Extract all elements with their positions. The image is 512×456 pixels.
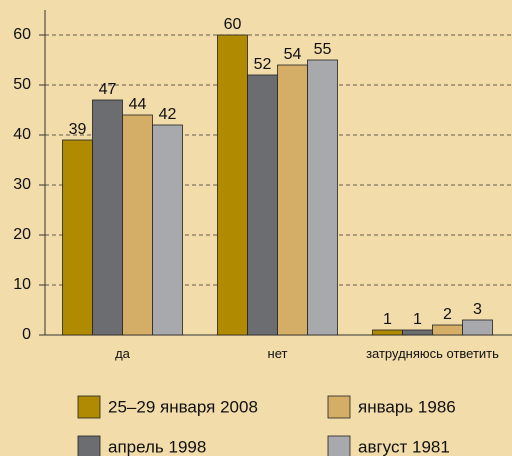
value-label: 47 (99, 81, 117, 98)
value-label: 44 (129, 96, 147, 113)
bar (247, 74, 278, 336)
x-tick-label: да (115, 346, 130, 361)
legend-label: 25–29 января 2008 (108, 397, 258, 416)
x-tick-label: затрудняюсь ответить (366, 346, 499, 361)
bar (152, 124, 183, 336)
x-tick-label: нет (267, 346, 288, 361)
legend-label: январь 1986 (358, 397, 456, 416)
value-label: 52 (254, 56, 272, 73)
legend-swatch (77, 435, 101, 456)
y-tick-label: 10 (13, 276, 31, 293)
bar (92, 99, 123, 336)
legend-label: апрель 1998 (108, 437, 206, 456)
bar (402, 329, 433, 336)
value-label: 1 (383, 311, 392, 328)
legend-label: август 1981 (358, 437, 450, 456)
y-tick-label: 20 (13, 226, 31, 243)
bar (372, 329, 403, 336)
y-tick-label: 30 (13, 176, 31, 193)
legend-swatch (327, 395, 351, 419)
value-label: 2 (443, 306, 452, 323)
y-tick-label: 40 (13, 126, 31, 143)
legend-swatch (77, 395, 101, 419)
value-label: 55 (314, 41, 332, 58)
value-label: 60 (224, 16, 242, 33)
bar (62, 139, 93, 336)
value-label: 54 (284, 46, 302, 63)
bar (277, 64, 308, 336)
y-tick-label: 0 (22, 326, 31, 343)
y-tick-label: 50 (13, 76, 31, 93)
legend-swatch (327, 435, 351, 456)
value-label: 3 (473, 301, 482, 318)
bar (432, 324, 463, 336)
value-label: 42 (159, 106, 177, 123)
bar (122, 114, 153, 336)
y-tick-label: 60 (13, 26, 31, 43)
bar (217, 34, 248, 336)
value-label: 1 (413, 311, 422, 328)
value-label: 39 (69, 121, 87, 138)
bar (307, 59, 338, 336)
bar (462, 319, 493, 336)
